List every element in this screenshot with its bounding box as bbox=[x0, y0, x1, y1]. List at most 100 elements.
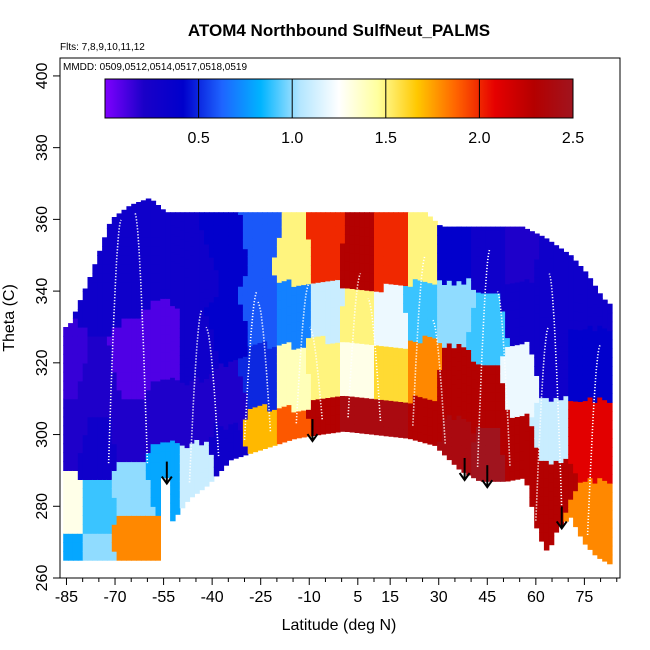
heatmap-cell bbox=[505, 454, 511, 464]
heatmap-cell bbox=[563, 449, 569, 459]
heatmap-cell bbox=[106, 497, 113, 507]
heatmap-cell bbox=[558, 327, 564, 338]
heatmap-cell bbox=[412, 212, 419, 217]
heatmap-cell bbox=[194, 295, 200, 306]
heatmap-cell bbox=[136, 398, 142, 409]
heatmap-cell bbox=[102, 524, 108, 534]
heatmap-cell bbox=[490, 454, 496, 464]
heatmap-cell bbox=[539, 280, 545, 291]
heatmap-cell bbox=[514, 299, 521, 310]
heatmap-cell bbox=[281, 388, 288, 398]
heatmap-cell bbox=[184, 339, 191, 350]
heatmap-cell bbox=[514, 281, 521, 292]
heatmap-cell bbox=[281, 424, 288, 434]
heatmap-cell bbox=[374, 300, 380, 310]
heatmap-cell bbox=[519, 254, 526, 264]
heatmap-cell bbox=[306, 319, 312, 330]
heatmap-cell bbox=[111, 497, 118, 507]
heatmap-cell bbox=[485, 409, 492, 419]
heatmap-cell bbox=[383, 408, 390, 419]
heatmap-cell bbox=[446, 342, 453, 353]
heatmap-cell bbox=[582, 275, 589, 285]
heatmap-cell bbox=[87, 497, 93, 507]
heatmap-cell bbox=[233, 404, 239, 414]
heatmap-cell bbox=[189, 254, 195, 265]
heatmap-cell bbox=[442, 320, 448, 330]
heatmap-cell bbox=[184, 250, 191, 260]
heatmap-cell bbox=[320, 317, 327, 327]
heatmap-cell bbox=[607, 483, 613, 493]
heatmap-cell bbox=[111, 237, 118, 247]
heatmap-cell bbox=[509, 327, 516, 338]
heatmap-cell bbox=[170, 260, 176, 271]
heatmap-cell bbox=[505, 337, 511, 347]
heatmap-cell bbox=[359, 388, 365, 398]
heatmap-cell bbox=[111, 371, 118, 382]
heatmap-cell bbox=[461, 418, 467, 428]
heatmap-cell bbox=[432, 221, 438, 231]
heatmap-cell bbox=[189, 245, 195, 256]
heatmap-cell bbox=[131, 264, 137, 274]
heatmap-cell bbox=[480, 445, 487, 455]
heatmap-cell bbox=[378, 291, 385, 302]
heatmap-cell bbox=[155, 273, 161, 283]
heatmap-cell bbox=[136, 291, 142, 301]
heatmap-cell bbox=[514, 470, 521, 480]
heatmap-cell bbox=[330, 369, 336, 380]
heatmap-cell bbox=[466, 340, 472, 350]
heatmap-cell bbox=[524, 368, 530, 378]
heatmap-cell bbox=[242, 275, 249, 286]
heatmap-cell bbox=[189, 344, 195, 354]
heatmap-cell bbox=[582, 373, 589, 384]
heatmap-cell bbox=[145, 497, 152, 507]
heatmap-cell bbox=[126, 237, 132, 247]
heatmap-cell bbox=[524, 386, 530, 396]
heatmap-cell bbox=[403, 240, 409, 251]
heatmap-cell bbox=[136, 219, 142, 229]
heatmap-cell bbox=[213, 439, 220, 450]
heatmap-cell bbox=[388, 409, 395, 419]
heatmap-cell bbox=[563, 512, 569, 522]
heatmap-cell bbox=[72, 344, 79, 355]
heatmap-cell bbox=[524, 287, 530, 298]
heatmap-cell bbox=[208, 266, 215, 276]
heatmap-cell bbox=[102, 506, 108, 516]
heatmap-cell bbox=[199, 453, 205, 464]
heatmap-cell bbox=[509, 444, 516, 454]
heatmap-cell bbox=[291, 340, 297, 350]
heatmap-cell bbox=[301, 418, 307, 429]
heatmap-cell bbox=[315, 318, 322, 328]
heatmap-cell bbox=[456, 352, 462, 362]
heatmap-cell bbox=[325, 361, 331, 372]
heatmap-cell bbox=[126, 434, 132, 445]
heatmap-cell bbox=[364, 334, 370, 345]
heatmap-cell bbox=[480, 373, 487, 384]
heatmap-cell bbox=[383, 417, 390, 428]
heatmap-cell bbox=[82, 318, 89, 328]
heatmap-cell bbox=[136, 327, 142, 337]
heatmap-cell bbox=[427, 417, 433, 427]
heatmap-cell bbox=[296, 249, 302, 259]
heatmap-cell bbox=[485, 364, 492, 375]
heatmap-cell bbox=[82, 542, 89, 552]
heatmap-cell bbox=[223, 447, 229, 457]
heatmap-cell bbox=[233, 377, 239, 387]
heatmap-cell bbox=[228, 244, 234, 255]
heatmap-cell bbox=[349, 405, 356, 415]
heatmap-cell bbox=[587, 459, 594, 470]
heatmap-cell bbox=[393, 212, 399, 214]
heatmap-cell bbox=[126, 533, 132, 543]
heatmap-cell bbox=[451, 338, 458, 349]
heatmap-cell bbox=[500, 409, 506, 419]
heatmap-cell bbox=[374, 273, 380, 283]
heatmap-cell bbox=[160, 387, 166, 398]
heatmap-cell bbox=[558, 363, 564, 374]
heatmap-cell bbox=[539, 298, 545, 309]
heatmap-cell bbox=[223, 294, 229, 305]
heatmap-cell bbox=[602, 309, 608, 320]
heatmap-cell bbox=[349, 333, 356, 343]
heatmap-cell bbox=[92, 416, 98, 427]
heatmap-cell bbox=[553, 487, 560, 497]
dates-annotation: MMDD: 0509,0512,0514,0517,0518,0519 bbox=[63, 62, 247, 73]
heatmap-cell bbox=[505, 238, 511, 249]
